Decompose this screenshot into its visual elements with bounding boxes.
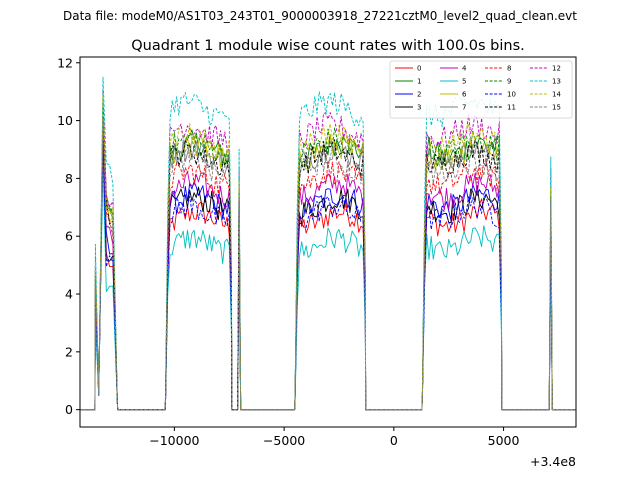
legend-label-2: 2 xyxy=(417,91,421,99)
suptitle: Data file: modeM0/AS1T03_243T01_90000039… xyxy=(63,9,577,23)
x-tick-label: −5000 xyxy=(263,433,305,448)
series-lines xyxy=(80,76,576,411)
legend-label-10: 10 xyxy=(507,91,516,99)
y-tick-label: 10 xyxy=(57,113,73,128)
series-line-9 xyxy=(80,99,576,411)
series-line-12 xyxy=(80,91,576,411)
legend-label-5: 5 xyxy=(462,78,466,86)
series-line-5 xyxy=(80,160,576,411)
y-tick-label: 4 xyxy=(65,287,73,302)
legend-label-7: 7 xyxy=(462,104,466,112)
series-line-8 xyxy=(80,120,576,411)
chart-title: Quadrant 1 module wise count rates with … xyxy=(131,38,525,54)
legend-label-9: 9 xyxy=(507,78,511,86)
y-tick-label: 8 xyxy=(65,171,73,186)
y-tick-label: 6 xyxy=(65,229,73,244)
series-line-2 xyxy=(80,134,576,411)
legend-label-14: 14 xyxy=(552,91,561,99)
legend-label-13: 13 xyxy=(552,78,561,86)
x-tick-label: 0 xyxy=(390,433,398,448)
x-tick-label: −10000 xyxy=(149,433,199,448)
legend-frame xyxy=(389,60,573,119)
legend-label-4: 4 xyxy=(462,65,467,73)
legend-label-0: 0 xyxy=(417,65,421,73)
y-tick-label: 12 xyxy=(57,55,73,70)
series-line-14 xyxy=(80,94,576,411)
x-offset-label: +3.4e8 xyxy=(530,454,576,469)
y-axis: 0 2 4 6 8 10 12 xyxy=(57,55,80,417)
series-line-15 xyxy=(80,117,576,411)
legend-label-6: 6 xyxy=(462,91,467,99)
x-axis: −10000 −5000 0 5000 xyxy=(149,427,520,448)
plot-frame xyxy=(79,56,577,428)
series-line-3 xyxy=(80,137,576,411)
y-tick-label: 0 xyxy=(65,402,73,417)
y-tick-label: 2 xyxy=(65,344,73,359)
legend-label-12: 12 xyxy=(552,65,561,73)
legend-label-3: 3 xyxy=(417,104,421,112)
legend-label-15: 15 xyxy=(552,104,561,112)
legend-label-8: 8 xyxy=(507,65,511,73)
series-line-10 xyxy=(80,140,576,411)
series-line-11 xyxy=(80,111,576,411)
series-line-7 xyxy=(80,108,576,411)
legend-label-1: 1 xyxy=(417,78,421,86)
legend-label-11: 11 xyxy=(507,104,516,112)
x-tick-label: 5000 xyxy=(488,433,520,448)
series-line-0 xyxy=(80,143,576,411)
